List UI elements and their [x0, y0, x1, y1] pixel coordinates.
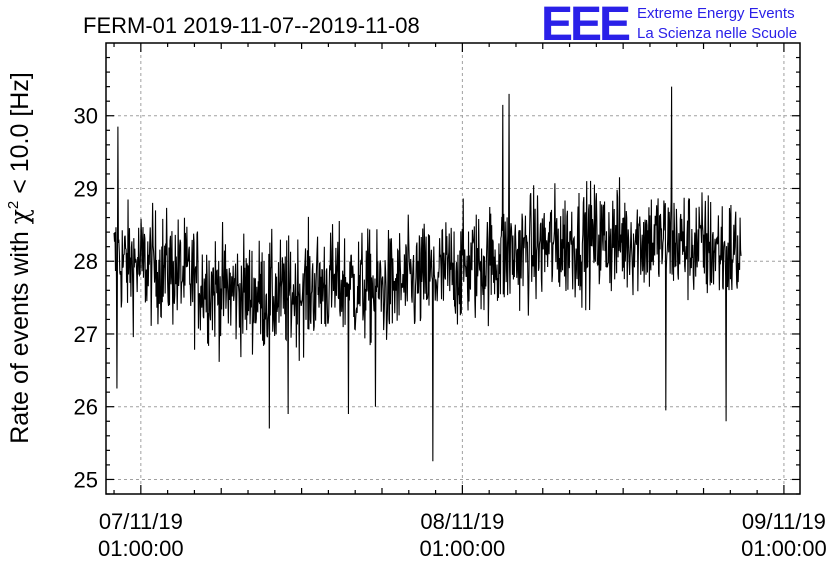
y-tick-label: 28 [74, 249, 98, 274]
y-tick-label: 29 [74, 176, 98, 201]
plot-frame [105, 42, 801, 495]
chart-title: FERM-01 2019-11-07--2019-11-08 [83, 13, 420, 38]
eee-logo: EEE Extreme Energy Events La Scienza nel… [541, 0, 797, 51]
x-tick-time-label: 01:00:00 [420, 536, 506, 561]
y-tick-label: 25 [74, 467, 98, 492]
series-rate [113, 86, 742, 462]
x-tick-time-label: 01:00:00 [741, 536, 827, 561]
x-tick-labels: 07/11/1901:00:0008/11/1901:00:0009/11/19… [98, 509, 827, 561]
series-line [113, 86, 742, 462]
logo-line-1: Extreme Energy Events [637, 5, 795, 22]
axis-ticks [106, 43, 800, 495]
x-tick-date-label: 09/11/19 [742, 509, 826, 534]
y-axis-label: Rate of events with χ2 < 10.0 [Hz] [5, 72, 34, 444]
x-tick-date-label: 07/11/19 [99, 509, 183, 534]
x-tick-time-label: 01:00:00 [98, 536, 184, 561]
y-tick-label: 27 [74, 322, 98, 347]
x-tick-date-label: 08/11/19 [420, 509, 504, 534]
y-tick-labels: 25 26 27 28 29 30 [74, 104, 98, 493]
y-tick-label: 30 [74, 104, 98, 129]
logo-line-2: La Scienza nelle Scuole [637, 25, 797, 42]
y-tick-label: 26 [74, 395, 98, 420]
